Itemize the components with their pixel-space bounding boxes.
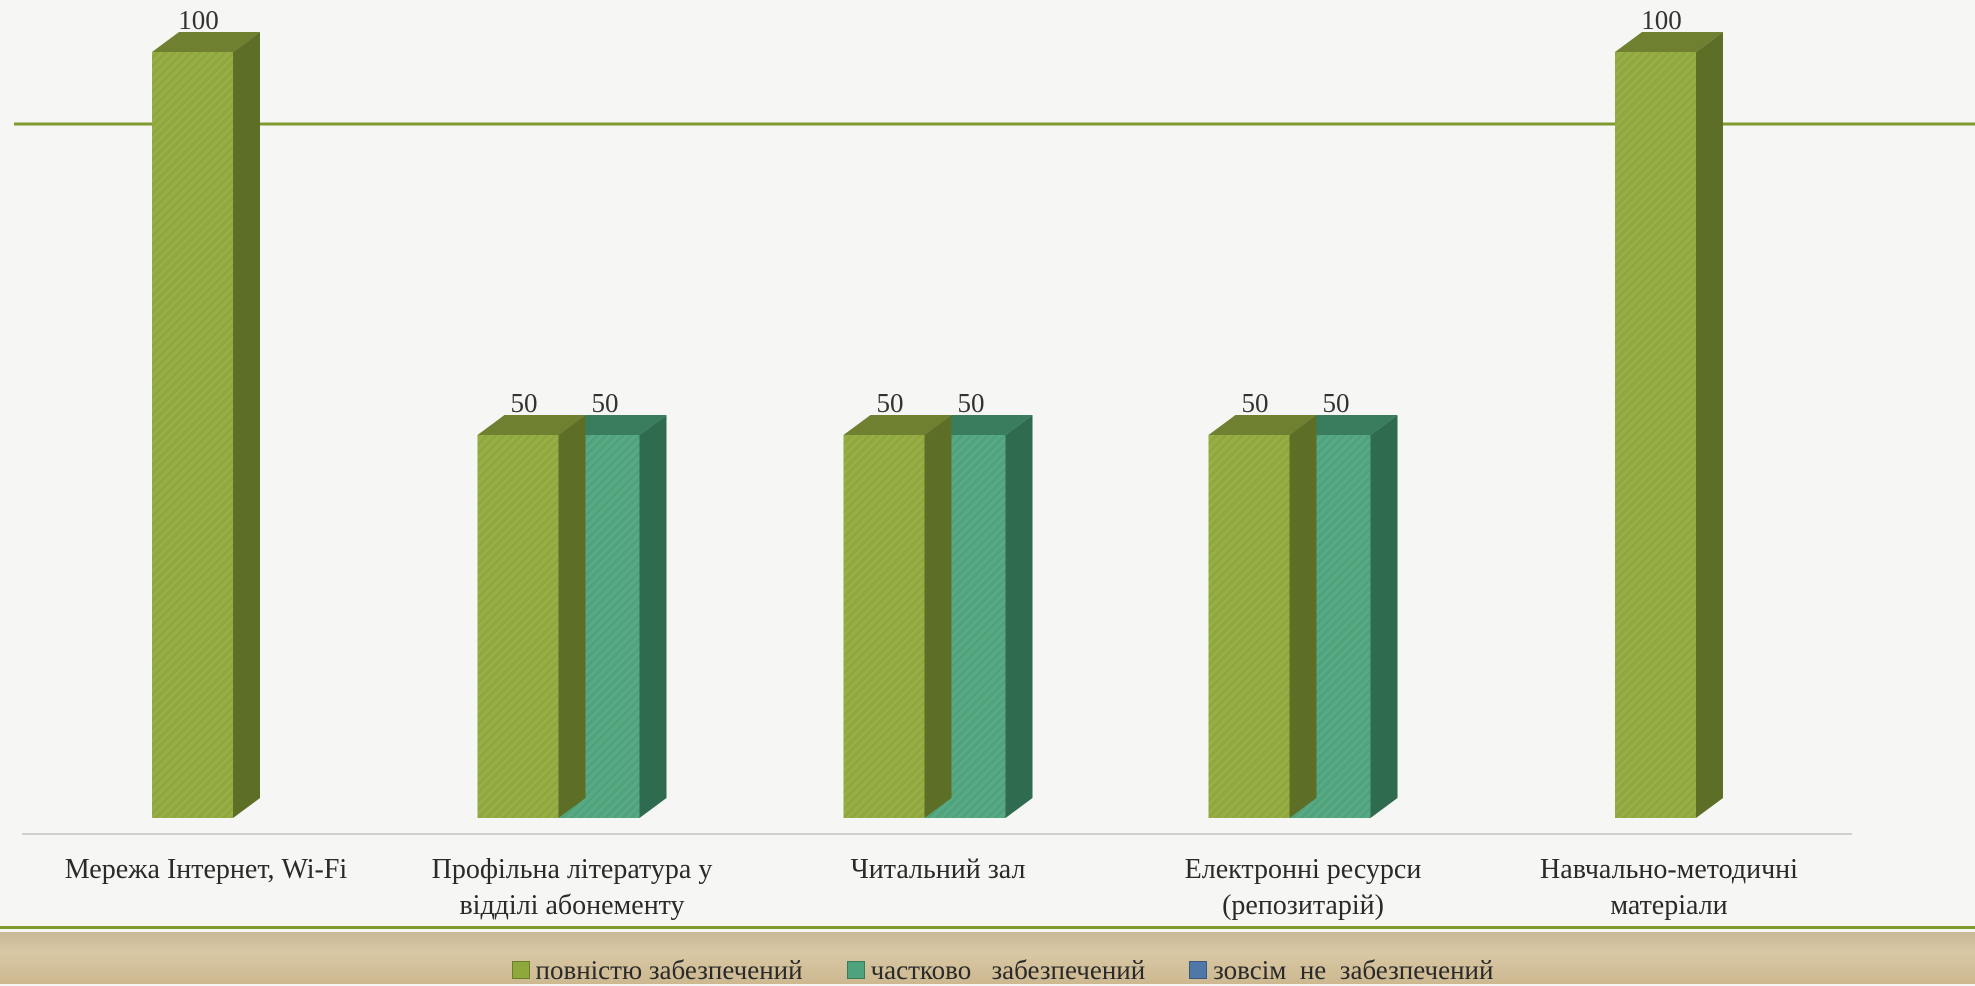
legend-label: повністю забезпечений	[535, 954, 803, 985]
bar-top	[1615, 32, 1723, 52]
legend-swatch	[1189, 961, 1208, 979]
footer-band	[0, 932, 1975, 984]
bar-hatch	[477, 435, 559, 818]
data-label: 50	[1242, 388, 1269, 418]
data-label: 50	[592, 388, 619, 418]
legend-swatch	[846, 961, 865, 979]
category-label-line: Мережа Інтернет, Wi-Fi	[64, 854, 348, 885]
bar-full-2	[843, 415, 952, 818]
legend-label: зовсім не забезпечений	[1213, 954, 1494, 985]
bar-side	[924, 415, 952, 818]
data-label: 100	[178, 5, 219, 35]
category-label: Профільна література у відділі абонементу	[407, 852, 737, 924]
bar-full-3	[1208, 415, 1317, 818]
bar-side	[1005, 415, 1033, 818]
bar-full-1	[477, 415, 586, 818]
bar-side	[1696, 32, 1723, 818]
category-label-line: відділі абонементу	[459, 890, 685, 921]
footer-accent-line	[0, 926, 1975, 929]
bar-hatch	[843, 435, 925, 818]
data-label: 50	[511, 388, 538, 418]
bar-hatch	[152, 52, 233, 818]
category-label-line: Навчально-методичні	[1540, 854, 1798, 885]
category-label-line: Профільна література у	[431, 854, 713, 885]
category-label: Навчально-методичні матеріали	[1504, 852, 1834, 924]
legend-label: частково забезпечений	[870, 954, 1146, 985]
data-label: 50	[877, 388, 904, 418]
legend-swatch	[511, 961, 530, 979]
bars-layer	[152, 32, 1723, 818]
bar-side	[1289, 415, 1317, 818]
bar-top	[477, 415, 586, 435]
value-labels-layer: 100 50 50 50 50 50 50 100	[178, 5, 1682, 418]
legend: повністю забезпечений частково забезпечен…	[0, 955, 1975, 985]
data-label: 50	[1323, 388, 1350, 418]
bar-side	[233, 32, 260, 818]
bar-top	[843, 415, 952, 435]
legend-item: зовсім не забезпечений	[1189, 955, 1493, 985]
data-label: 50	[958, 388, 985, 418]
bar-full-0	[152, 32, 260, 818]
bar-side	[1370, 415, 1398, 818]
bar-top	[152, 32, 260, 52]
legend-item: частково забезпечений	[846, 954, 1146, 985]
bar-hatch	[1615, 52, 1696, 818]
data-label: 100	[1641, 5, 1682, 35]
category-label: Електронні ресурси (репозитарій)	[1138, 852, 1468, 924]
category-label-line: (репозитарій)	[1222, 890, 1384, 921]
category-label: Мережа Інтернет, Wi-Fi	[41, 852, 371, 888]
category-label-line: матеріали	[1610, 890, 1728, 921]
bar-side	[639, 415, 667, 818]
category-label: Читальний зал	[773, 852, 1103, 888]
category-label-line: Читальний зал	[850, 854, 1026, 885]
bar-hatch	[1208, 435, 1290, 818]
bar-full-4	[1615, 32, 1723, 818]
category-label-line: Електронні ресурси	[1184, 854, 1422, 885]
bar-top	[1208, 415, 1317, 435]
bar-side	[558, 415, 586, 818]
legend-item: повністю забезпечений	[511, 954, 803, 985]
